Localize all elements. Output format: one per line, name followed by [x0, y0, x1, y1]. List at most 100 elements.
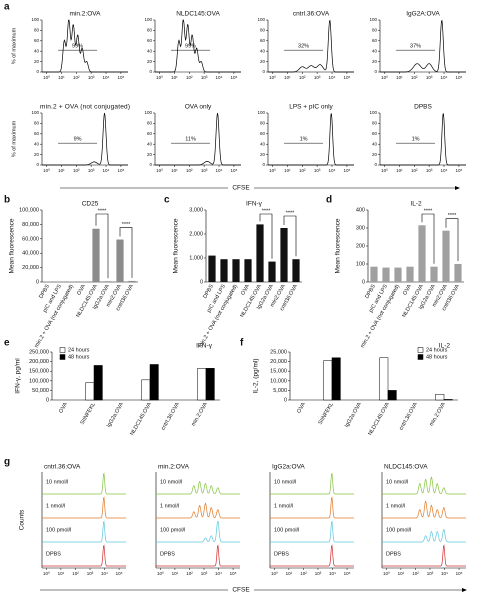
- y-axis-label: % of maximum: [11, 120, 17, 157]
- histogram-trace: [42, 472, 126, 495]
- y-tick-label: 0: [46, 397, 49, 403]
- row-label: 100 pmol/l: [46, 527, 71, 533]
- label-bg: [228, 586, 254, 594]
- gate-label: 37%: [410, 44, 421, 50]
- bar: [379, 357, 389, 401]
- y-tick-label: 0: [362, 279, 365, 285]
- x-axis-label: CFSE: [232, 185, 250, 192]
- bar: [430, 266, 438, 282]
- y-tick-label: 20: [260, 59, 266, 64]
- legend-label: 24 hours: [426, 347, 448, 353]
- x-tick-label: 10⁵: [230, 75, 237, 80]
- histogram-trace: [42, 112, 128, 166]
- bar: [382, 267, 390, 282]
- bar: [268, 261, 276, 282]
- x-tick-label: 10⁰: [269, 168, 276, 173]
- histogram-trace: [382, 544, 466, 567]
- x-tick-label: 10⁰: [381, 168, 388, 173]
- significance-bracket: [95, 213, 109, 279]
- x-tick-label: 10³: [426, 75, 433, 80]
- bar: [418, 225, 426, 282]
- x-tick-label: 10¹: [58, 168, 65, 173]
- y-tick-label: 0: [36, 279, 39, 285]
- panel-letter: d: [326, 195, 332, 206]
- significance-bracket: [283, 215, 297, 257]
- panel-letter: g: [4, 457, 10, 468]
- gate-label: 11%: [185, 137, 196, 143]
- y-tick-label: 20: [147, 59, 153, 64]
- y-tick-label: 100: [31, 17, 39, 22]
- x-axis-label: CFSE: [232, 587, 250, 594]
- bar: [442, 230, 450, 282]
- histogram-trace: [380, 113, 466, 166]
- bar: [443, 399, 453, 401]
- x-tick-label: 10⁴: [329, 571, 336, 576]
- bar: [406, 266, 414, 282]
- x-tick-label: SIINFEKL: [318, 402, 335, 426]
- y-tick-label: 80: [34, 121, 40, 126]
- x-tick-label: 10¹: [172, 571, 179, 576]
- y-tick-label: 100: [369, 110, 377, 115]
- y-tick-label: 5,000: [273, 388, 287, 394]
- gate-label: 32%: [298, 44, 309, 50]
- row-label: 10 nmol/l: [274, 479, 296, 485]
- chart-title: IL-2: [439, 343, 451, 350]
- y-tick-label: 150,000: [29, 369, 49, 375]
- x-tick-label: 10⁰: [157, 571, 164, 576]
- legend-swatch: [417, 354, 424, 360]
- x-tick-label: IgG2a:OVA: [106, 401, 125, 428]
- y-tick-label: 20: [34, 59, 40, 64]
- y-tick-label: 40,000: [22, 251, 39, 257]
- y-tick-label: 10,000: [270, 378, 287, 384]
- x-tick-label: 10³: [201, 75, 208, 80]
- y-tick-label: 60: [147, 131, 153, 136]
- histogram-trace: [270, 520, 354, 543]
- y-tick-label: 40: [34, 48, 40, 53]
- x-tick-label: 10²: [72, 571, 79, 576]
- y-tick-label: 80: [147, 121, 153, 126]
- row-label: 100 pmol/l: [274, 527, 299, 533]
- x-tick-label: 10⁰: [381, 75, 388, 80]
- x-tick-label: 10³: [314, 75, 321, 80]
- y-tick-label: 100: [356, 261, 365, 267]
- row-label: 100 pmol/l: [160, 527, 185, 533]
- histogram-trace: [155, 112, 241, 166]
- y-tick-label: 60: [147, 38, 153, 43]
- significance-label: ****: [262, 208, 271, 214]
- y-tick-label: 20,000: [270, 359, 287, 365]
- y-tick-label: 20: [372, 59, 378, 64]
- y-tick-label: 20: [372, 152, 378, 157]
- gate-label: 1%: [300, 137, 308, 143]
- y-tick-label: 100,000: [19, 207, 39, 213]
- y-tick-label: 0: [374, 162, 377, 167]
- y-tick-label: 3,000: [189, 207, 203, 213]
- x-tick-label: 10¹: [284, 75, 291, 80]
- bar: [292, 259, 300, 282]
- histogram-trace: [155, 19, 241, 73]
- x-tick-label: SIINFEKL: [80, 402, 97, 426]
- y-tick-label: 20: [260, 152, 266, 157]
- bar: [387, 390, 397, 401]
- x-tick-label: OVA: [240, 283, 251, 296]
- y-tick-label: 80: [372, 121, 378, 126]
- significance-bracket: [421, 213, 435, 264]
- histogram-trace: [156, 480, 240, 495]
- x-tick-label: 10⁴: [103, 168, 110, 173]
- x-tick-label: 10²: [186, 571, 193, 576]
- y-axis-label: Mean fluorescence: [173, 218, 180, 273]
- plot-title: min.2 + OVA (not conjugated): [40, 104, 130, 111]
- x-tick-label: 10⁰: [156, 75, 163, 80]
- y-tick-label: 80: [260, 121, 266, 126]
- row-label: DPBS: [274, 551, 289, 557]
- y-tick-label: 0: [200, 279, 203, 285]
- plot-title: OVA only: [185, 104, 212, 111]
- row-label: 10 nmol/l: [386, 479, 408, 485]
- x-tick-label: 10³: [427, 571, 434, 576]
- histogram-trace: [268, 113, 354, 166]
- x-tick-label: 10²: [411, 75, 418, 80]
- y-tick-label: 400: [356, 207, 365, 213]
- row-label: DPBS: [160, 551, 175, 557]
- legend-label: 48 hours: [426, 354, 448, 360]
- bar: [256, 224, 264, 282]
